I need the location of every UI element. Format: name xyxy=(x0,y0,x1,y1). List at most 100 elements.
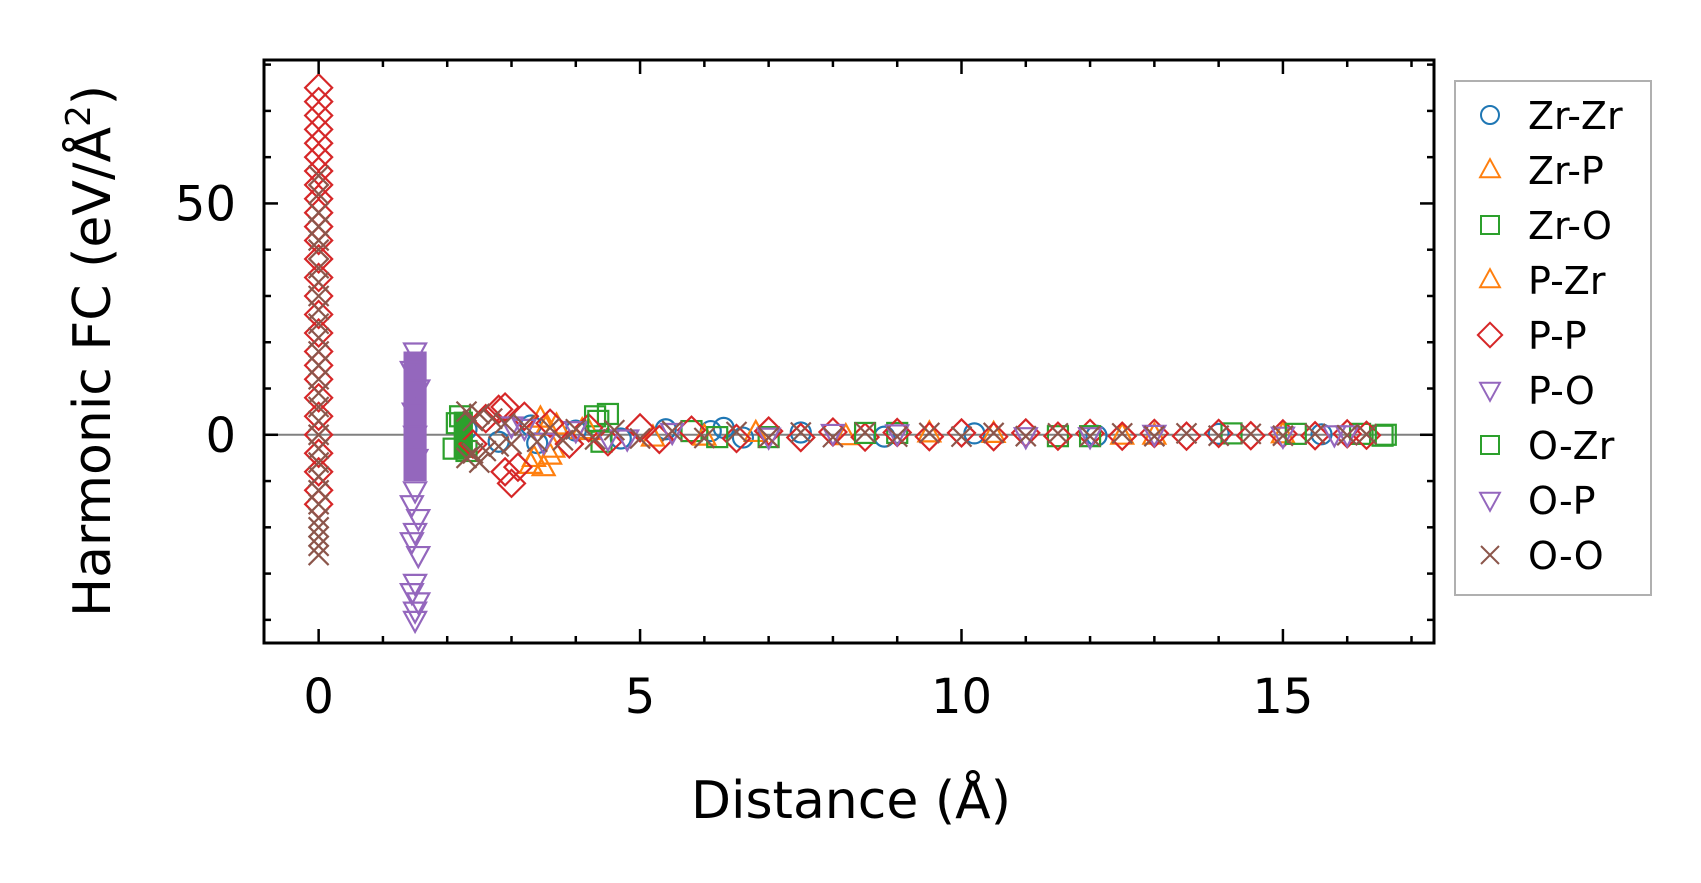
data-point xyxy=(1015,425,1037,447)
data-point xyxy=(661,420,683,442)
legend-item: Zr-P xyxy=(1478,149,1604,193)
plot-background xyxy=(264,60,1434,643)
legend-marker xyxy=(1480,435,1500,455)
data-point xyxy=(307,507,330,529)
data-point xyxy=(790,421,812,444)
data-point xyxy=(731,426,755,449)
data-point xyxy=(490,456,521,487)
data-point xyxy=(521,443,547,468)
data-point xyxy=(307,516,330,539)
data-point xyxy=(1111,422,1133,445)
data-point xyxy=(950,425,973,448)
scatter-points xyxy=(303,72,1397,635)
data-point xyxy=(916,419,943,443)
data-point xyxy=(403,448,430,473)
x-tick-label: 15 xyxy=(1252,669,1313,725)
data-point xyxy=(307,544,330,566)
data-point xyxy=(402,610,428,635)
legend-label: O-P xyxy=(1528,479,1596,523)
data-point xyxy=(625,412,656,443)
data-point xyxy=(789,421,812,444)
data-point xyxy=(307,238,330,261)
y-axis-label: Harmonic FC (eV/Å2) xyxy=(59,85,123,617)
plot-frame xyxy=(262,58,1436,645)
data-point xyxy=(303,382,334,413)
data-point xyxy=(614,429,641,453)
data-point xyxy=(398,495,425,519)
legend-marker xyxy=(1480,545,1500,565)
data-point xyxy=(1336,424,1358,447)
legend-item: O-P xyxy=(1478,479,1596,523)
data-point xyxy=(629,427,651,450)
data-point xyxy=(1207,424,1230,447)
legend-label: P-P xyxy=(1528,314,1587,358)
data-point xyxy=(884,424,911,448)
legend-marker xyxy=(1480,105,1500,125)
y-axis-label-close: ) xyxy=(63,85,123,105)
data-point xyxy=(402,425,428,450)
data-point xyxy=(1046,425,1070,448)
data-point xyxy=(398,360,425,385)
legend-item: P-O xyxy=(1478,369,1595,413)
legend-label: O-O xyxy=(1528,534,1604,578)
data-point xyxy=(500,433,523,455)
data-point xyxy=(303,438,334,469)
data-point xyxy=(1207,422,1230,445)
data-point xyxy=(307,525,330,548)
legend: Zr-Zr Zr-P Zr-O P-Zr P-P P-O O-Zr O-P O-O xyxy=(1454,80,1652,596)
data-point xyxy=(659,422,686,447)
data-point xyxy=(1077,427,1103,451)
data-point xyxy=(725,421,748,443)
data-point xyxy=(307,183,330,205)
data-point xyxy=(918,422,941,444)
data-point xyxy=(490,391,521,423)
data-point xyxy=(592,426,623,457)
legend-box xyxy=(1454,80,1652,596)
data-point xyxy=(886,425,908,448)
data-point xyxy=(402,342,428,366)
y-axis-label-superscript: 2 xyxy=(59,105,99,127)
data-point xyxy=(455,447,478,469)
data-point xyxy=(1374,423,1397,446)
data-point xyxy=(691,422,718,446)
data-point xyxy=(1109,421,1136,445)
data-point xyxy=(445,412,468,435)
data-point xyxy=(303,243,334,275)
legend-label: P-Zr xyxy=(1528,259,1606,303)
data-point xyxy=(405,545,432,570)
data-point xyxy=(1270,426,1296,450)
data-point xyxy=(307,535,330,557)
legend-marker xyxy=(1478,267,1502,289)
data-point xyxy=(753,416,784,447)
legend-marker xyxy=(1478,381,1502,403)
data-point xyxy=(757,426,780,449)
legend-marker xyxy=(1478,491,1502,513)
legend-item: Zr-O xyxy=(1480,204,1612,248)
legend-item: O-Zr xyxy=(1480,424,1615,468)
data-point xyxy=(1321,425,1348,449)
data-point xyxy=(402,481,428,505)
data-point xyxy=(502,452,533,483)
data-point xyxy=(468,403,491,425)
data-point xyxy=(1270,420,1296,444)
data-point xyxy=(405,379,432,403)
data-point xyxy=(307,229,330,252)
data-point xyxy=(886,421,909,445)
legend-item: Zr-Zr xyxy=(1480,94,1623,138)
data-point xyxy=(1047,422,1069,445)
data-point xyxy=(706,425,729,449)
legend-label: P-O xyxy=(1528,369,1595,413)
legend-item: O-O xyxy=(1480,534,1604,578)
data-point xyxy=(1079,425,1101,447)
data-point xyxy=(693,427,716,449)
data-point xyxy=(583,405,607,428)
data-point xyxy=(513,414,536,437)
data-point xyxy=(853,421,877,445)
data-point xyxy=(822,426,844,448)
legend-item: P-Zr xyxy=(1478,259,1606,303)
legend-item: P-P xyxy=(1476,314,1587,358)
data-point xyxy=(978,421,1009,452)
x-tick-label: 5 xyxy=(625,669,656,725)
legend-label: Zr-P xyxy=(1528,149,1604,193)
data-point xyxy=(552,429,574,452)
